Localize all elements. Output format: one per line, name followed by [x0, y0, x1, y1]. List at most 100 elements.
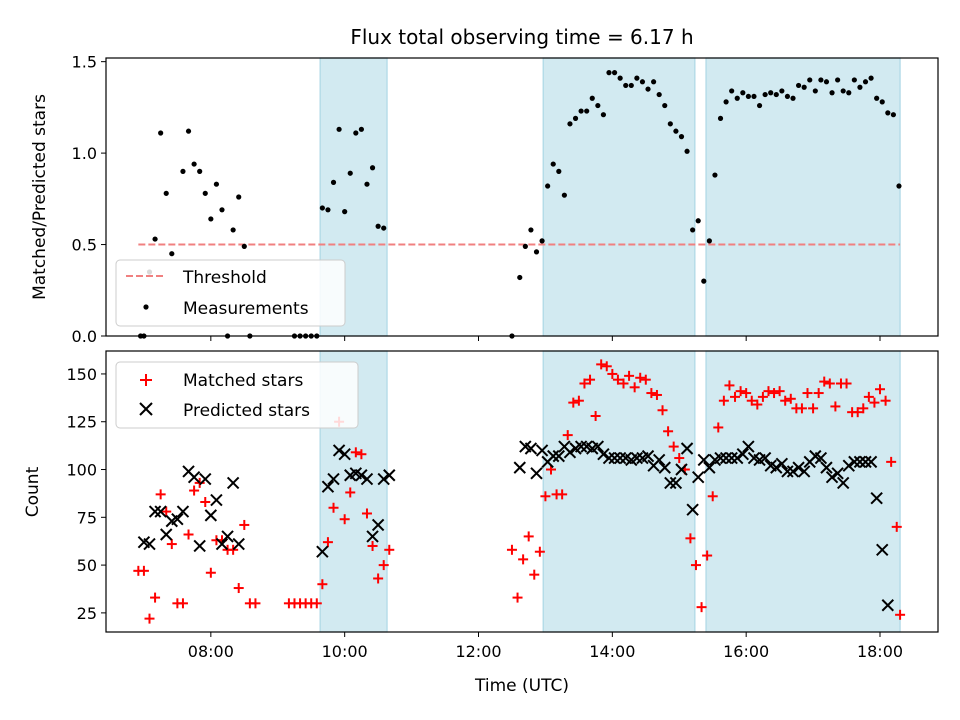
- measurement-point: [158, 130, 164, 136]
- matched-star-point: [540, 491, 551, 502]
- matched-star-point: [317, 579, 328, 590]
- measurement-point: [751, 93, 757, 100]
- measurement-point: [595, 102, 601, 109]
- matched-star-point: [607, 368, 618, 379]
- measurement-point: [364, 181, 370, 187]
- matched-star-point: [518, 554, 529, 565]
- measurement-point: [712, 172, 718, 178]
- matched-star-point: [763, 386, 774, 397]
- matched-star-point: [228, 544, 239, 555]
- measurement-point: [163, 190, 169, 196]
- x-tick-label: 10:00: [322, 642, 368, 661]
- top-legend: Threshold Measurements: [115, 259, 346, 327]
- measurement-point: [756, 102, 763, 109]
- matched-star-point: [367, 540, 378, 551]
- measurement-point: [768, 90, 774, 96]
- measurement-point: [550, 161, 556, 167]
- predicted-star-point: [664, 476, 677, 490]
- matched-star-point: [640, 374, 651, 385]
- matched-star-point: [651, 389, 662, 400]
- legend-predicted-label: Predicted stars: [183, 401, 310, 421]
- measurement-point: [325, 207, 331, 213]
- predicted-star-point: [641, 449, 655, 463]
- measurement-point: [617, 75, 623, 81]
- measurement-point: [556, 168, 562, 174]
- chart-title: Flux total observing time = 6.17 h: [350, 25, 693, 49]
- matched-star-point: [529, 569, 540, 580]
- predicted-star-point: [226, 476, 240, 490]
- matched-star-point: [752, 399, 763, 410]
- predicted-star-point: [686, 503, 699, 516]
- matched-star-point: [635, 372, 646, 383]
- predicted-star-point: [781, 465, 794, 478]
- matched-star-point: [356, 449, 367, 460]
- measurement-point: [561, 192, 567, 198]
- measurement-point: [197, 168, 203, 174]
- matched-star-point: [601, 361, 612, 372]
- measurement-point: [572, 115, 579, 121]
- predicted-star-point: [758, 451, 772, 465]
- measurement-point: [628, 82, 634, 89]
- measurement-point: [812, 88, 818, 94]
- predicted-star-point: [377, 472, 390, 486]
- matched-star-point: [155, 489, 166, 500]
- measurement-point: [639, 79, 646, 85]
- measurement-point: [517, 274, 523, 281]
- predicted-star-point: [547, 449, 560, 463]
- measurement-point: [779, 88, 785, 94]
- matched-star-point: [696, 602, 707, 613]
- matched-star-point: [785, 393, 796, 404]
- matched-star-point: [852, 407, 863, 418]
- measurement-point: [868, 75, 874, 81]
- predicted-star-point: [232, 537, 245, 551]
- measurement-point: [762, 91, 768, 98]
- predicted-star-point: [204, 509, 218, 522]
- predicted-star-point: [719, 451, 733, 465]
- bottom-y-tick-label: 50: [77, 556, 97, 575]
- predicted-star-point: [199, 472, 212, 486]
- matched-star-point: [724, 380, 735, 391]
- measurement-point: [784, 93, 791, 100]
- matched-star-point: [205, 567, 216, 578]
- matched-star-point: [233, 583, 244, 594]
- matched-star-point: [741, 388, 752, 399]
- matched-star-point: [802, 388, 813, 399]
- measurement-point: [236, 194, 242, 200]
- measurement-point: [219, 207, 225, 213]
- measurement-point: [857, 84, 863, 90]
- measurement-point: [369, 165, 376, 171]
- predicted-star-point: [171, 513, 184, 526]
- measurement-point: [606, 70, 612, 76]
- measurement-point: [522, 243, 528, 249]
- measurement-point: [673, 128, 679, 134]
- measurement-point: [740, 90, 746, 96]
- measurement-point: [678, 134, 685, 140]
- matched-star-point: [624, 370, 635, 381]
- matched-star-point: [769, 388, 780, 399]
- measurement-point: [795, 82, 802, 89]
- predicted-star-point: [697, 453, 710, 467]
- measurement-point: [623, 82, 629, 89]
- legend-measurements-label: Measurements: [183, 299, 309, 319]
- matched-stars-points: [133, 359, 906, 624]
- matched-star-point: [194, 477, 205, 488]
- matched-star-point: [702, 550, 713, 561]
- matched-star-point: [895, 609, 906, 620]
- x-axis-label: Time (UTC): [474, 676, 569, 696]
- matched-star-point: [730, 391, 741, 402]
- predicted-star-point: [338, 448, 351, 461]
- predicted-star-point: [366, 530, 379, 543]
- matched-star-point: [841, 378, 852, 389]
- matched-star-point: [612, 374, 623, 385]
- measurement-point: [567, 121, 573, 127]
- legend-predicted-swatch: [139, 402, 153, 416]
- x-tick-label: 14:00: [589, 642, 635, 661]
- shaded-interval: [705, 57, 901, 337]
- matched-star-point: [796, 403, 807, 414]
- measurement-point: [695, 218, 701, 224]
- measurement-point: [578, 108, 584, 114]
- measurement-point: [684, 148, 690, 154]
- top-axes-frame: [105, 57, 939, 337]
- measurement-point: [202, 190, 208, 196]
